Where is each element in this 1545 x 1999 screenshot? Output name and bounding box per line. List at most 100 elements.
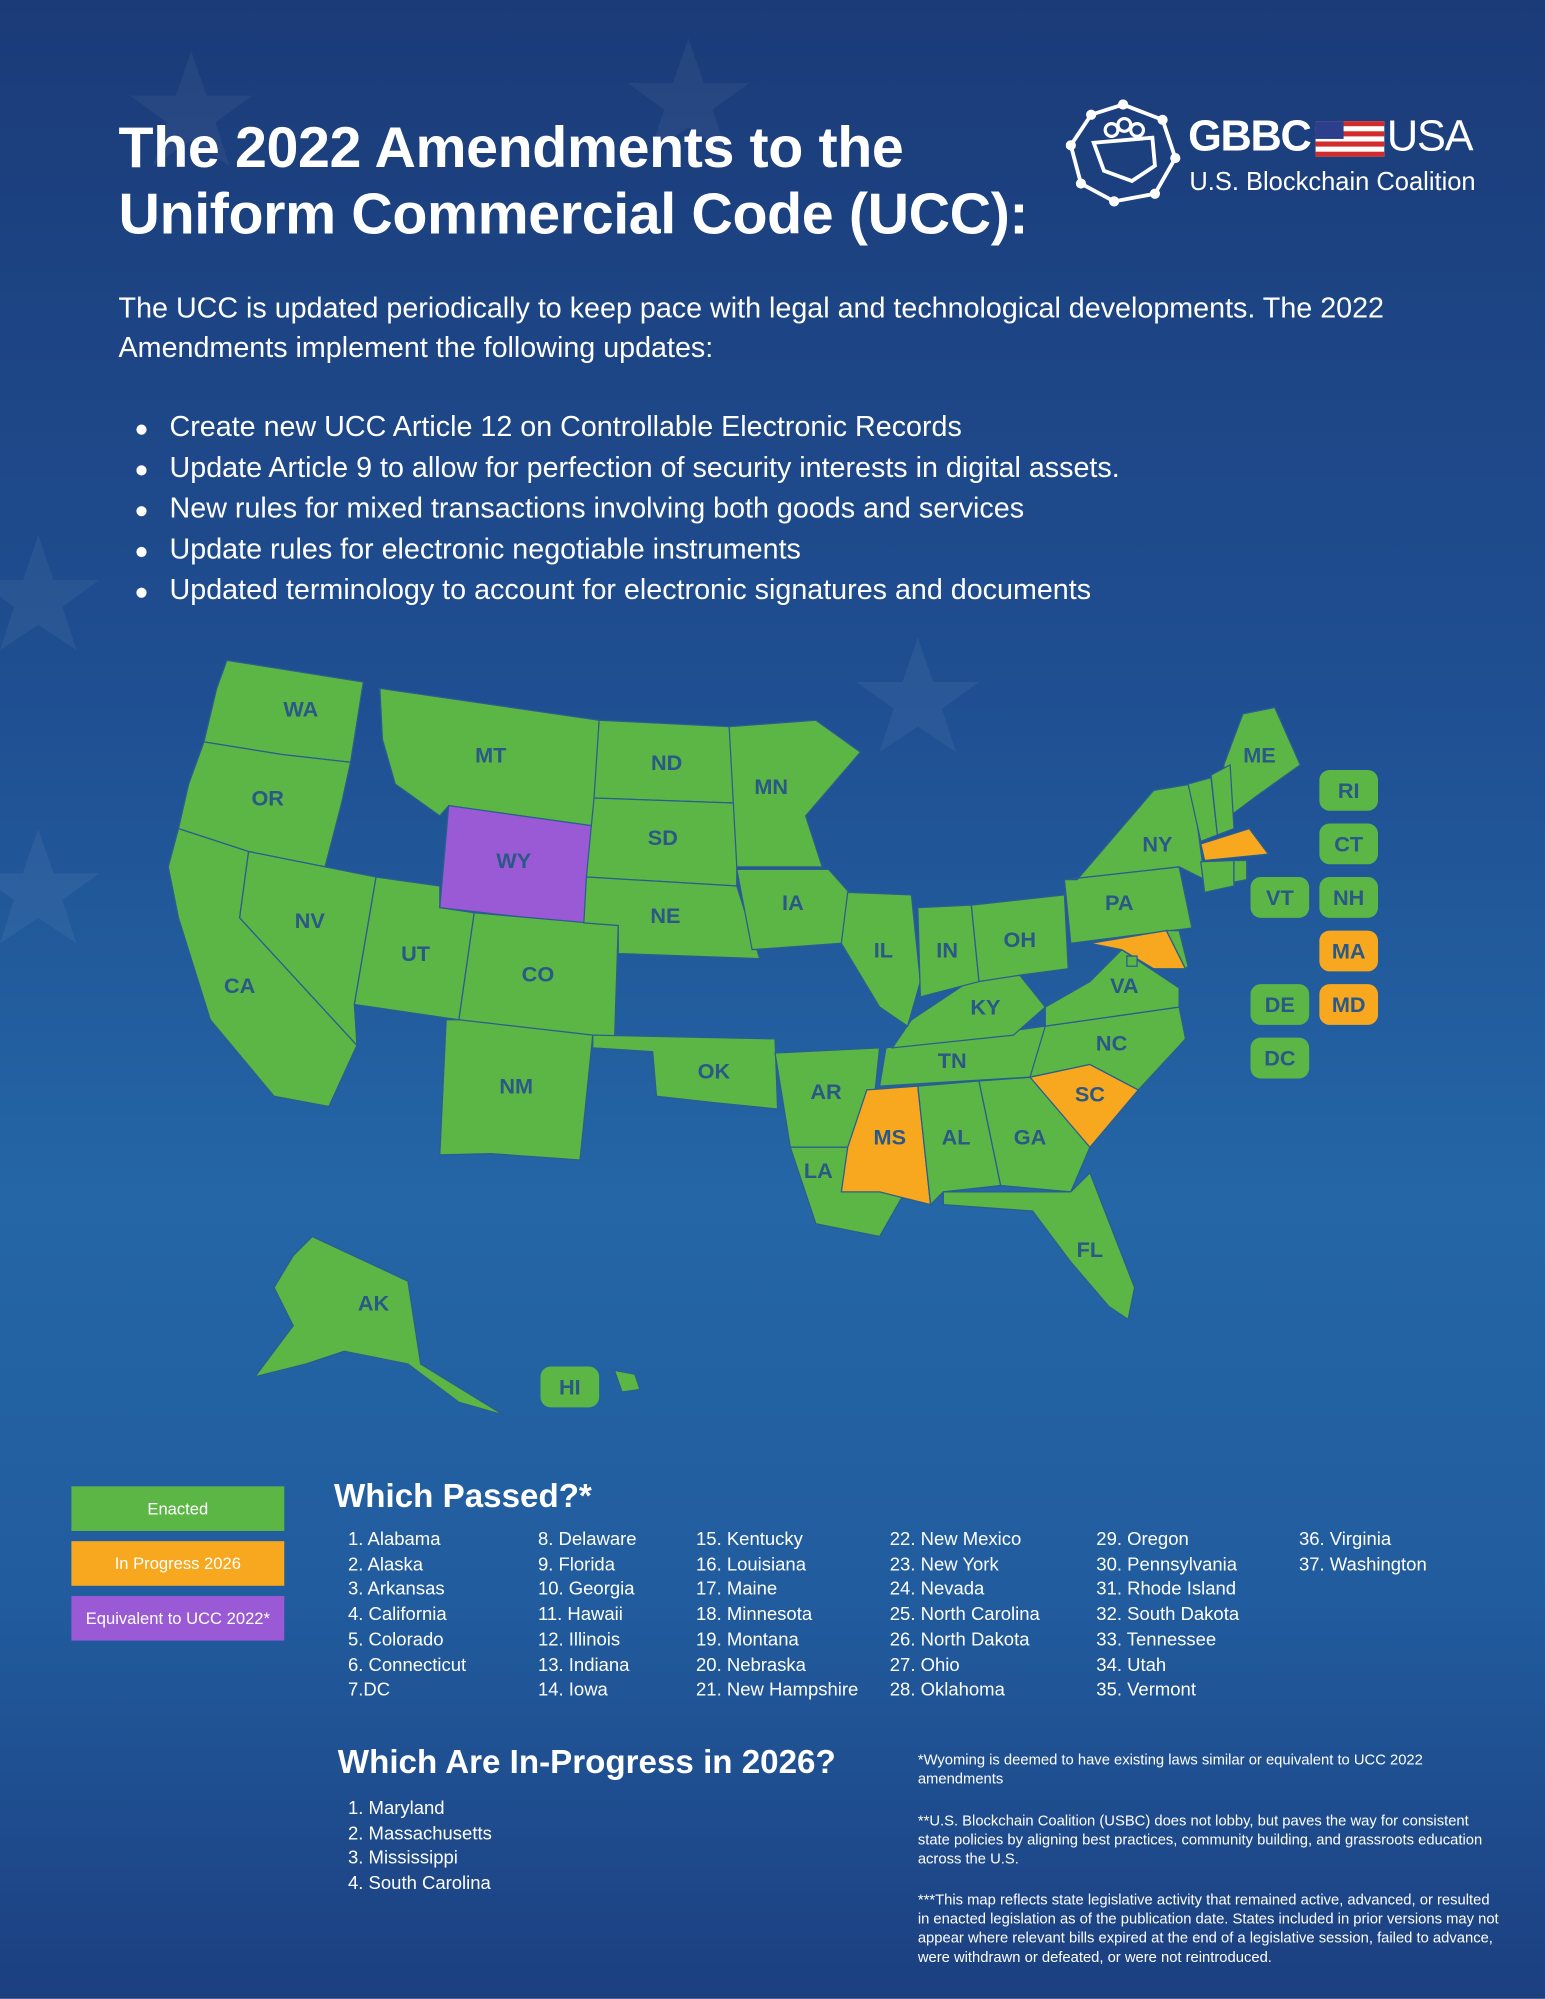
footnote: *Wyoming is deemed to have existing laws… [917, 1751, 1423, 1788]
title: Uniform Commercial Code (UCC): [118, 181, 1029, 247]
state [1200, 827, 1270, 862]
list-item: 10. Georgia [537, 1579, 635, 1601]
list-item: 21. New Hampshire [696, 1680, 859, 1701]
list-item: 3. Arkansas [348, 1579, 445, 1601]
state-label: HI [559, 1375, 581, 1400]
state-label: OR [251, 786, 284, 811]
list-item: 1. Alabama [348, 1529, 441, 1551]
logo-country: USA [1386, 112, 1474, 161]
state [1044, 948, 1180, 1027]
legend-item: Equivalent to UCC 2022* [71, 1595, 285, 1641]
state [942, 1171, 1136, 1321]
state-label: AK [358, 1290, 390, 1315]
state-callout [1319, 769, 1379, 811]
logo-icon [1065, 99, 1181, 207]
state-label: NH [1333, 885, 1364, 910]
state-label: MD [1332, 992, 1366, 1017]
list-title: Which Passed?* [333, 1476, 592, 1515]
state-callout [1319, 984, 1379, 1025]
list-item: 37. Washington [1298, 1554, 1427, 1576]
list-item: 12. Illinois [537, 1630, 621, 1651]
state-label: WA [283, 696, 318, 721]
bullet: Update Article 9 to allow for perfection… [136, 451, 1120, 484]
state-label: CA [224, 973, 256, 998]
list-item: 23. New York [889, 1554, 999, 1576]
list-item: 16. Louisiana [696, 1554, 806, 1576]
list-item: 4. California [348, 1605, 447, 1626]
us-map: WA OR CA NV UT MT WY CO NM ND SD NE OK MN IA AR LA MS AL GA… [167, 659, 1379, 1416]
list-item: 17. Maine [696, 1579, 778, 1601]
list-item: 20. Nebraska [696, 1655, 806, 1676]
state [1200, 859, 1235, 894]
list-item: 1. Maryland [348, 1798, 445, 1820]
state-callout [1319, 930, 1379, 972]
state-label: LA [804, 1158, 833, 1183]
state-label: WY [496, 848, 531, 873]
state-callout [1250, 1037, 1310, 1079]
list-item: 29. Oregon [1096, 1529, 1189, 1551]
state-label: NY [1142, 832, 1173, 857]
state [1210, 763, 1235, 836]
state [970, 894, 1069, 983]
list-item: 22. New Mexico [889, 1529, 1022, 1551]
state-label: MN [754, 774, 788, 799]
state-label: NM [499, 1074, 533, 1099]
list-item: 35. Vermont [1096, 1680, 1196, 1701]
list-item: 7.DC [348, 1680, 391, 1701]
state-label: OH [1004, 927, 1036, 952]
state-label: NV [295, 908, 326, 933]
logo-subtitle: U.S. Blockchain Coalition [1189, 168, 1476, 197]
state-label: IA [782, 890, 804, 915]
state-label: DC [1264, 1046, 1296, 1071]
state [613, 1369, 641, 1393]
state-label: IN [936, 937, 958, 962]
state-label: RI [1338, 778, 1360, 803]
bullet: New rules for mixed transactions involvi… [136, 492, 1025, 524]
state-label: MA [1332, 939, 1366, 964]
logo-name: GBBC [1188, 112, 1312, 161]
list-item: 5. Colorado [348, 1630, 444, 1651]
state [1165, 929, 1189, 970]
state [592, 1034, 779, 1110]
bullet: Update rules for electronic negotiable i… [136, 532, 801, 565]
bullet: Updated terminology to account for elect… [136, 573, 1092, 606]
list-item: 3. Mississippi [348, 1848, 458, 1869]
list-item: 11. Hawaii [537, 1605, 623, 1626]
footnote: ***This map reflects state legislative a… [917, 1891, 1499, 1966]
list-item: 25. North Carolina [889, 1605, 1040, 1626]
bullet: Create new UCC Article 12 on Controllabl… [136, 410, 962, 443]
list-item: 24. Nevada [889, 1579, 985, 1601]
intro: The UCC is updated periodically to keep … [118, 291, 1384, 364]
list-item: 34. Utah [1096, 1655, 1167, 1676]
legend-item: In Progress 2026 [71, 1541, 285, 1586]
state-label: OK [698, 1058, 731, 1083]
list-item: 30. Pennsylvania [1096, 1554, 1238, 1576]
state [1233, 859, 1248, 883]
state [253, 1235, 504, 1416]
state-label: SC [1075, 1081, 1105, 1106]
list-item: 32. South Dakota [1096, 1605, 1240, 1626]
state-label: ND [651, 750, 682, 775]
state-label: KY [970, 995, 1001, 1020]
footnote: **U.S. Blockchain Coalition (USBC) does … [917, 1812, 1483, 1868]
list-item: 6. Connecticut [348, 1655, 467, 1676]
state-label: GA [1014, 1125, 1047, 1150]
state-callout [1319, 877, 1379, 918]
state [1126, 955, 1138, 967]
legend-item: Enacted [71, 1486, 285, 1531]
list-item: 9. Florida [537, 1554, 616, 1576]
list-item: 19. Montana [696, 1630, 799, 1651]
state-label: IL [874, 937, 893, 962]
list-item: 15. Kentucky [696, 1529, 803, 1551]
state-label: CO [522, 962, 554, 987]
state-label: SD [648, 825, 678, 850]
state-label: NC [1096, 1030, 1128, 1055]
list-item: 13. Indiana [537, 1655, 630, 1676]
title: The 2022 Amendments to the [118, 114, 904, 180]
list-item: 4. South Carolina [348, 1873, 491, 1894]
state [917, 1080, 1002, 1207]
list-item: 28. Oklahoma [889, 1680, 1005, 1701]
state-label: VA [1110, 973, 1139, 998]
